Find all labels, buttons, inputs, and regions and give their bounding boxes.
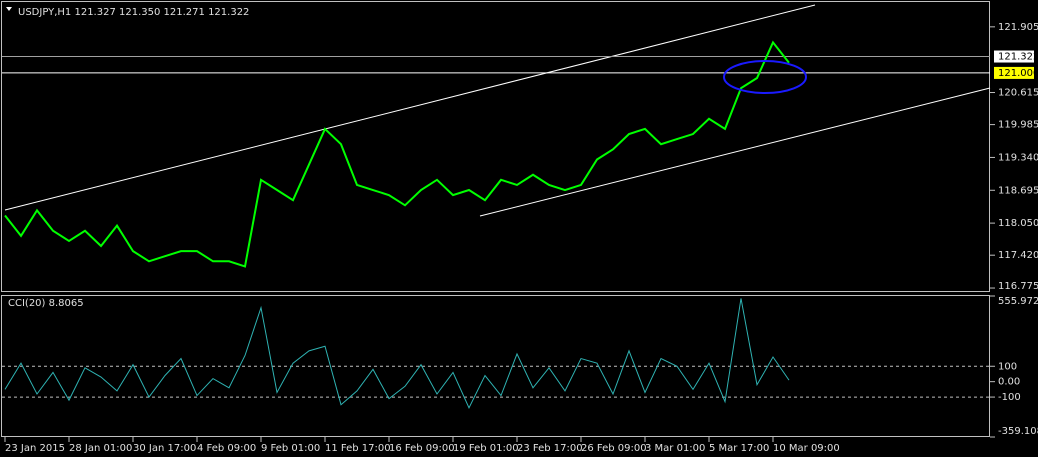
x-tick-label: 23 Feb 17:00	[517, 443, 583, 454]
level-box	[994, 66, 1034, 79]
x-tick-label: 26 Feb 09:00	[581, 443, 647, 454]
x-tick-label: 9 Feb 01:00	[261, 443, 320, 454]
y-tick-label: -359.108	[998, 426, 1038, 437]
y-tick-label: 555.972	[998, 296, 1038, 307]
x-tick-label: 28 Jan 01:00	[69, 443, 132, 454]
x-tick-label: 10 Mar 09:00	[773, 443, 840, 454]
y-tick-label: 118.695	[998, 185, 1038, 196]
y-tick-label: 119.340	[998, 152, 1038, 163]
cci-panel	[1, 295, 990, 437]
x-tick-label: 23 Jan 2015	[5, 443, 65, 454]
price-line	[4, 40, 790, 268]
level-label: 121.000	[998, 68, 1038, 79]
x-tick-label: 19 Feb 01:00	[453, 443, 519, 454]
y-tick-label: 116.775	[998, 281, 1038, 292]
x-tick-label: 16 Feb 09:00	[389, 443, 455, 454]
x-tick-label: 3 Mar 01:00	[645, 443, 705, 454]
level-label: 121.322	[998, 52, 1038, 63]
y-tick-label: 121.905	[998, 22, 1038, 33]
y-tick-label: 120.615	[998, 88, 1038, 99]
x-tick-label: 4 Feb 09:00	[197, 443, 256, 454]
y-tick-label: 119.985	[998, 120, 1038, 131]
cci-line	[4, 298, 790, 410]
channel-lower	[479, 87, 991, 217]
y-tick-label: -100	[998, 392, 1021, 403]
price-panel	[1, 1, 990, 292]
x-tick-label: 5 Mar 17:00	[709, 443, 769, 454]
menu-arrow	[6, 7, 12, 11]
y-tick-label: 100	[998, 361, 1017, 372]
marks: 121.905 120.615 119.985 119.340 118.695 118.0…	[2, 22, 1038, 454]
y-tick-label: 117.420	[998, 250, 1038, 261]
y-tick-label: 0.00	[998, 377, 1020, 388]
channel-upper	[4, 4, 816, 211]
x-tick-label: 11 Feb 17:00	[325, 443, 391, 454]
x-tick-label: 30 Jan 17:00	[133, 443, 196, 454]
y-tick-label: 118.050	[998, 218, 1038, 229]
indicator-title: CCI(20) 8.8065	[8, 298, 84, 309]
highlight-ellipse	[723, 60, 807, 94]
chart-title: USDJPY,H1 121.327 121.350 121.271 121.32…	[18, 7, 249, 18]
level-box	[994, 50, 1034, 63]
